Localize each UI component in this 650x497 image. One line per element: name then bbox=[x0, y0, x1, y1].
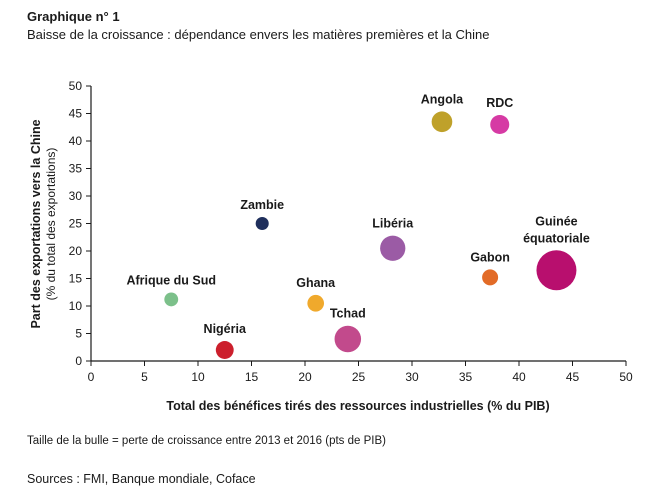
x-tick-label: 45 bbox=[566, 370, 580, 384]
bubble-angola bbox=[431, 111, 453, 133]
bubble-label-liberia: Libéria bbox=[372, 217, 414, 231]
bubble-ghana bbox=[307, 294, 325, 312]
bubble-label-layer: Angola RDC Zambie Libéria Guinée équatoriale G… bbox=[126, 92, 589, 336]
y-tick-label: 30 bbox=[69, 189, 83, 203]
bubble-label-nigeria: Nigéria bbox=[204, 322, 247, 336]
bubble-chart: 0 5 10 15 20 25 30 35 40 45 50 0 5 10 15 20 25 30 35 40 45 50… bbox=[29, 79, 633, 413]
y-tick-label: 15 bbox=[69, 272, 83, 286]
bubble-label-gabon: Gabon bbox=[470, 250, 510, 264]
y-tick-label: 40 bbox=[69, 134, 83, 148]
chart-title: Graphique n° 1 bbox=[27, 9, 120, 24]
bubble-label-tchad: Tchad bbox=[330, 307, 366, 321]
bubble-nigeria bbox=[215, 341, 234, 359]
bubble-guinee-equatoriale bbox=[536, 250, 577, 291]
bubble-label-ghana: Ghana bbox=[296, 276, 336, 290]
bubble-afrique-du-sud bbox=[164, 292, 179, 307]
y-tick-label: 20 bbox=[69, 244, 83, 258]
x-tick-label: 50 bbox=[619, 370, 633, 384]
x-tick-label: 25 bbox=[352, 370, 366, 384]
bubble-size-note: Taille de la bulle = perte de croissance… bbox=[27, 435, 386, 447]
y-tick-label: 10 bbox=[69, 299, 83, 313]
x-tick-label: 20 bbox=[298, 370, 312, 384]
bubble-label-guinee-equatoriale: Guinée équatoriale bbox=[523, 214, 590, 245]
bubble-gabon bbox=[482, 269, 499, 286]
bubble-rdc bbox=[490, 114, 510, 135]
y-axis-title: Part des exportations vers la Chine bbox=[29, 119, 43, 328]
bubble-label-afrique-du-sud: Afrique du Sud bbox=[126, 273, 216, 287]
x-tick-label: 10 bbox=[191, 370, 205, 384]
x-tick-label: 40 bbox=[512, 370, 526, 384]
bubble-zambie bbox=[255, 216, 269, 231]
bubble-label-angola: Angola bbox=[421, 92, 464, 106]
x-tick-label: 15 bbox=[245, 370, 259, 384]
bubble-tchad bbox=[334, 325, 362, 353]
x-tick-label: 30 bbox=[405, 370, 419, 384]
bubble-liberia bbox=[380, 235, 406, 261]
x-axis-title: Total des bénéfices tirés des ressources… bbox=[166, 399, 549, 413]
x-tick-label: 5 bbox=[141, 370, 148, 384]
y-tick-label: 5 bbox=[75, 327, 82, 341]
bubble-label-zambie: Zambie bbox=[240, 198, 284, 212]
y-tick-label: 45 bbox=[69, 107, 83, 121]
source-note: Sources : FMI, Banque mondiale, Coface bbox=[27, 472, 256, 486]
x-tick-label: 35 bbox=[459, 370, 473, 384]
y-axis-subtitle: (% du total des exportations) bbox=[44, 148, 58, 301]
y-tick-label: 25 bbox=[69, 217, 83, 231]
axes: 0 5 10 15 20 25 30 35 40 45 50 0 5 10 15 20 25 30 35 40 45 50 bbox=[69, 79, 633, 384]
chart-subtitle: Baisse de la croissance : dépendance env… bbox=[27, 27, 490, 42]
y-tick-label: 35 bbox=[69, 162, 83, 176]
x-tick-label: 0 bbox=[88, 370, 95, 384]
bubble-label-rdc: RDC bbox=[486, 96, 513, 110]
y-tick-label: 50 bbox=[69, 79, 83, 93]
bubble-layer bbox=[164, 111, 577, 359]
y-tick-label: 0 bbox=[75, 354, 82, 368]
